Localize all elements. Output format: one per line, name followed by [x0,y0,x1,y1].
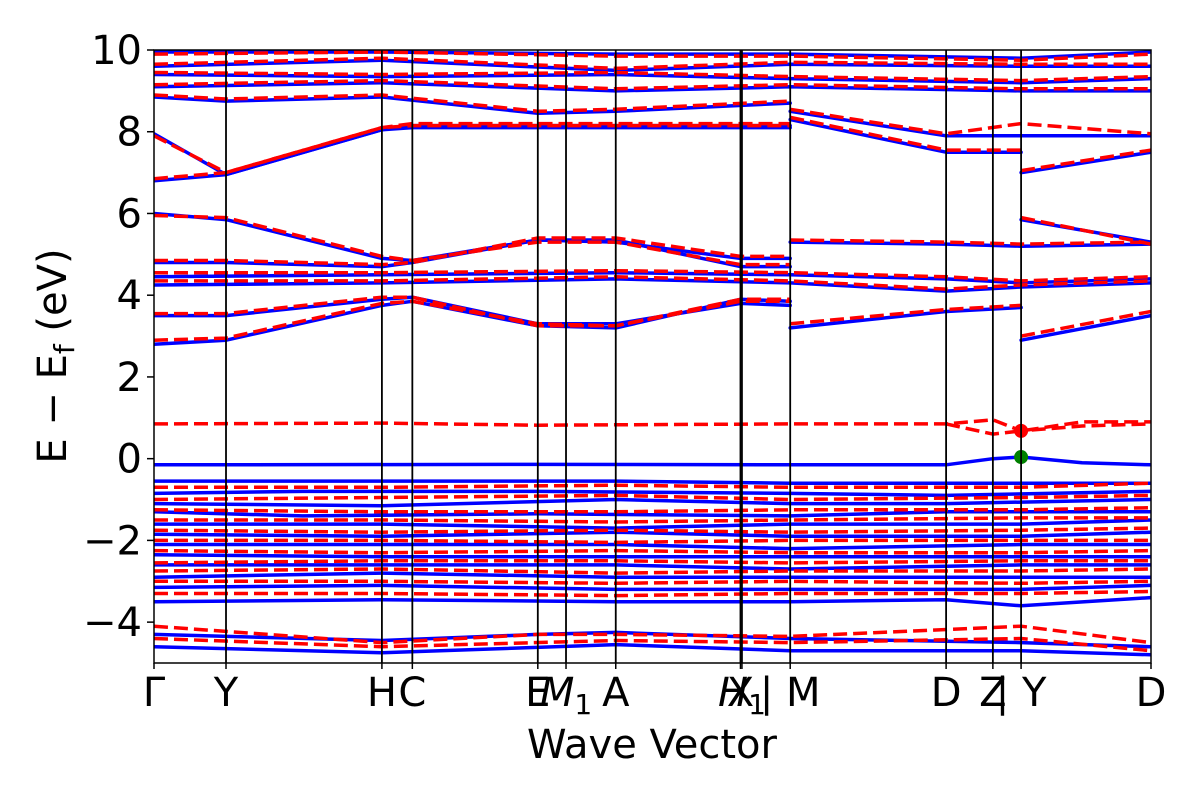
dashed-band-25 [154,123,791,181]
solid-band-29 [154,95,792,116]
solid-band-33 [154,58,1151,73]
y-axis-title-main: E − E [30,354,76,464]
solid-band-27 [1019,150,1151,175]
dashed-band-34 [154,50,1151,62]
y-axis-title-subscript: f [48,343,81,354]
kpoint-label-3: C [398,670,426,716]
solid-band-7 [154,542,1151,551]
kpoint-label-0: Γ [143,670,166,716]
dashed-band-6 [154,526,1151,534]
dashed-band-7 [154,538,1151,545]
solid-band-5 [154,518,1151,530]
dashed-band-27 [1020,148,1151,173]
dashed-band-10 [154,567,1151,575]
dashed-band-23 [154,213,791,267]
kpoint-label-6: A [602,670,630,716]
solid-band-11 [154,583,1151,592]
dashed-band-29 [154,93,791,114]
dashed-band-18 [154,295,791,328]
kpoint-label-7: X [727,670,754,716]
kpoint-label-4: E [525,670,550,716]
dashed-band-28 [154,121,791,175]
solid-band-22 [788,240,1151,248]
dashed-band-1 [945,420,1151,436]
dashed-band-11 [154,579,1151,586]
solid-band-4 [154,510,1151,518]
y-axis-title: E − Ef (eV) [30,248,81,463]
kpoint-label-11: Z [979,670,1006,716]
dashed-band-8 [154,548,1151,555]
kpoint-label-1: Y [213,670,239,716]
dashed-band-2 [154,481,1151,490]
solid-band-31 [154,80,1151,93]
dashed-band-3 [154,493,1151,502]
dashed-band-17 [1020,309,1151,338]
high-symmetry-lines [225,50,1022,663]
solid-band-10 [154,571,1151,579]
y-tick-label-5: 0 [117,437,142,483]
dashed-band-14 [154,636,1151,653]
y-tick-label-1: 8 [117,110,142,156]
plot-frame [153,49,1152,664]
solid-band-17 [1019,313,1151,342]
dashed-band-33 [154,56,1151,71]
y-tick-label-2: 6 [117,191,142,237]
kpoint-label-10: D [931,670,962,716]
dashed-band-31 [154,78,1151,91]
dashed-band-32 [154,70,1151,83]
dashed-band-9 [154,559,1151,565]
solid-band-0 [154,455,1151,467]
kpoint-label-12: | Y [996,670,1047,716]
kpoint-label-5: M1 [540,670,592,721]
solid-band-30 [788,109,1151,138]
kpoint-label-2: H [367,670,397,716]
dashed-band-22 [790,238,1151,246]
dashed-band-12 [154,589,1151,598]
solid-band-32 [154,72,1151,85]
solid-band-9 [154,563,1151,571]
solid-band-6 [154,530,1151,539]
y-axis-title-unit: (eV) [30,248,76,344]
y-tick-label-7: −4 [83,600,142,646]
kpoint-label-13: D [1136,670,1167,716]
dashed-band-5 [154,516,1151,524]
dashed-band-4 [154,505,1151,514]
dashed-band-16 [790,303,1022,326]
dashed-band-26 [789,115,1022,152]
dashed-band-24 [1020,215,1151,246]
x-axis-title: Wave Vector [527,722,778,768]
y-tick-label-6: −2 [83,518,142,564]
solid-band-8 [154,552,1151,559]
y-tick-label-0: 10 [91,28,142,74]
kpoint-label-8: H1 [718,670,766,721]
y-tick-label-4: 2 [117,355,142,401]
y-axis-ticks: 10 8 6 4 2 0 −2 −4 [83,28,154,646]
solid-band-14 [154,642,1151,657]
y-tick-label-3: 4 [117,273,142,319]
solid-band-3 [154,497,1151,508]
solid-band-2 [154,489,1151,498]
kpoint-label-9: | M [760,670,821,716]
